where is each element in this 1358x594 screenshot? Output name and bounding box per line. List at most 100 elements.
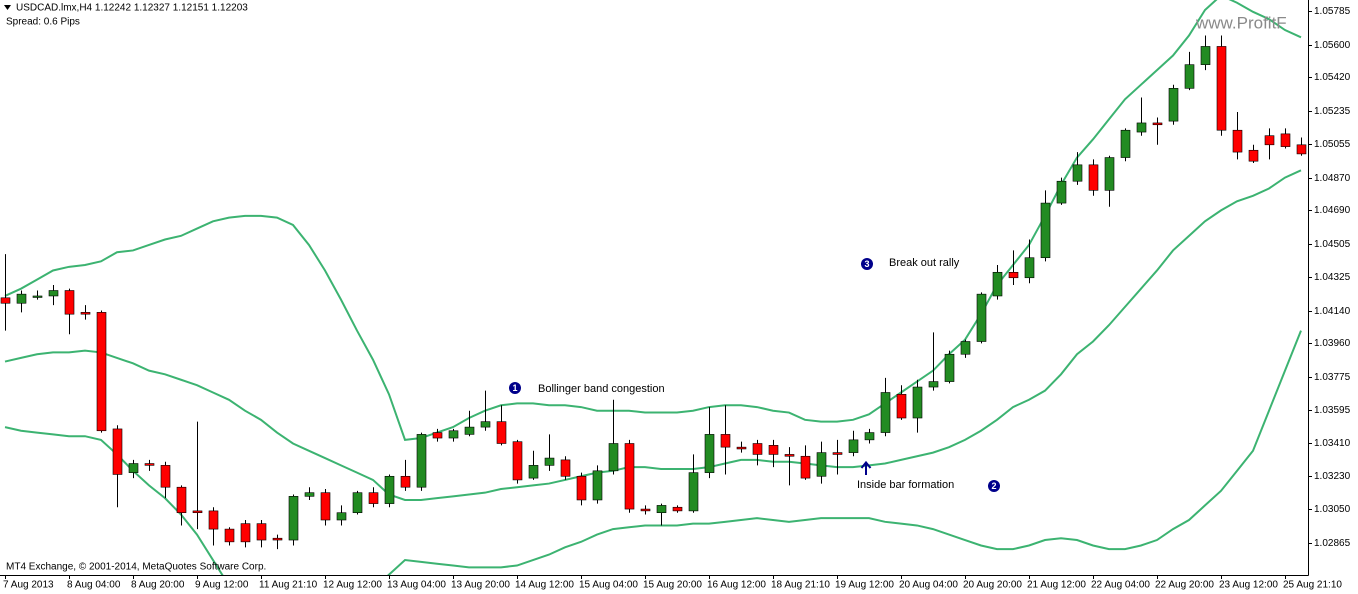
watermark: www.ProfitF: [1195, 13, 1287, 32]
candle-body: [1216, 46, 1227, 131]
candle-body: [240, 523, 251, 543]
annotation-text: Break out rally: [889, 257, 960, 269]
candle-body: [896, 394, 907, 419]
x-tick-label: 21 Aug 12:00: [1027, 580, 1086, 591]
candle-body: [64, 290, 75, 315]
bollinger-band: [4, 0, 1302, 441]
y-tick-label: 1.04690: [1314, 205, 1351, 216]
candle-body: [1248, 149, 1259, 162]
candle-body: [368, 492, 379, 504]
y-tick-label: 1.03410: [1314, 438, 1351, 449]
candle-body: [816, 452, 827, 477]
candle-body: [1296, 144, 1307, 155]
annotation-text: Bollinger band congestion: [538, 383, 665, 395]
candle-body: [992, 271, 1003, 297]
x-tick-label: 23 Aug 12:00: [1219, 580, 1278, 591]
y-tick-label: 1.05055: [1314, 139, 1351, 150]
x-tick-label: 13 Aug 20:00: [451, 580, 510, 591]
overlay: 1 Bollinger band congestion 2 Inside bar fo…: [509, 257, 1000, 492]
candle-body: [1232, 129, 1243, 153]
candle-body: [912, 386, 923, 419]
candle-body: [256, 523, 267, 541]
candle-body: [48, 290, 59, 297]
candle-body: [672, 506, 683, 512]
candle-body: [1088, 164, 1099, 191]
candle-body: [1280, 133, 1291, 147]
x-tick-label: 25 Aug 21:10: [1283, 580, 1342, 591]
candle-body: [784, 454, 795, 457]
candle-body: [1024, 257, 1035, 279]
y-tick-label: 1.03050: [1314, 504, 1351, 515]
x-tick-label: 22 Aug 20:00: [1155, 580, 1214, 591]
candle-body: [800, 455, 811, 479]
candle-body: [128, 463, 139, 473]
candle-body: [1104, 157, 1115, 191]
candle-body: [960, 341, 971, 355]
candle-body: [160, 465, 171, 488]
candle-body: [496, 421, 507, 444]
y-tick-label: 1.03230: [1314, 471, 1351, 482]
candle-body: [1040, 202, 1051, 259]
candle-body: [928, 381, 939, 388]
y-tick-label: 1.04325: [1314, 272, 1351, 283]
candle-body: [384, 475, 395, 504]
candle-body: [832, 452, 843, 455]
y-tick-label: 1.03960: [1314, 338, 1351, 349]
y-tick-label: 1.02865: [1314, 538, 1351, 549]
candle-body: [768, 445, 779, 455]
x-tick-label: 11 Aug 21:10: [259, 580, 318, 591]
y-tick-label: 1.03595: [1314, 405, 1351, 416]
candle-body: [0, 297, 11, 304]
menu-triangle[interactable]: [4, 5, 11, 10]
candle-body: [320, 492, 331, 521]
y-tick-label: 1.05420: [1314, 72, 1351, 83]
x-tick-label: 7 Aug 2013: [3, 580, 54, 591]
x-tick-label: 19 Aug 12:00: [835, 580, 894, 591]
x-tick-label: 15 Aug 04:00: [579, 580, 638, 591]
x-tick-label: 14 Aug 12:00: [515, 580, 574, 591]
candle-body: [336, 512, 347, 521]
candle-body: [32, 295, 43, 298]
annotation-number: 3: [864, 259, 869, 269]
candle-body: [656, 505, 667, 514]
candle-body: [288, 496, 299, 541]
candle-body: [464, 426, 475, 435]
y-tick-label: 1.04505: [1314, 239, 1351, 250]
candle-body: [528, 465, 539, 479]
candle-body: [480, 421, 491, 428]
candle-body: [864, 432, 875, 441]
x-tick-label: 9 Aug 12:00: [195, 580, 249, 591]
bollinger-band: [4, 330, 1302, 575]
candle-body: [1152, 122, 1163, 126]
candle-body: [848, 439, 859, 453]
candle-body: [224, 528, 235, 543]
x-tick-label: 20 Aug 20:00: [963, 580, 1022, 591]
candle-body: [144, 463, 155, 466]
candle-body: [176, 486, 187, 514]
candle-body: [1184, 64, 1195, 89]
candle-body: [592, 470, 603, 501]
candle-body: [16, 293, 27, 304]
x-tick-label: 15 Aug 20:00: [643, 580, 702, 591]
candle-body: [1168, 88, 1179, 122]
candle-body: [640, 508, 651, 512]
candle-body: [272, 537, 283, 541]
annotation-text: Inside bar formation: [857, 479, 954, 491]
candle-body: [944, 353, 955, 382]
candle-body: [1264, 135, 1275, 146]
annotation-badge: [861, 258, 873, 270]
candle-body: [576, 475, 587, 501]
inside-bar-arrow: [860, 460, 872, 475]
x-tick-label: 20 Aug 04:00: [899, 580, 958, 591]
candle-body: [544, 457, 555, 466]
candle-body: [880, 392, 891, 433]
candle-body: [1072, 164, 1083, 182]
candle-body: [96, 312, 107, 432]
candle-body: [624, 443, 635, 510]
candle-body: [512, 441, 523, 481]
candle-body: [352, 492, 363, 514]
candle-body: [560, 459, 571, 477]
plot-area: [0, 0, 1307, 575]
